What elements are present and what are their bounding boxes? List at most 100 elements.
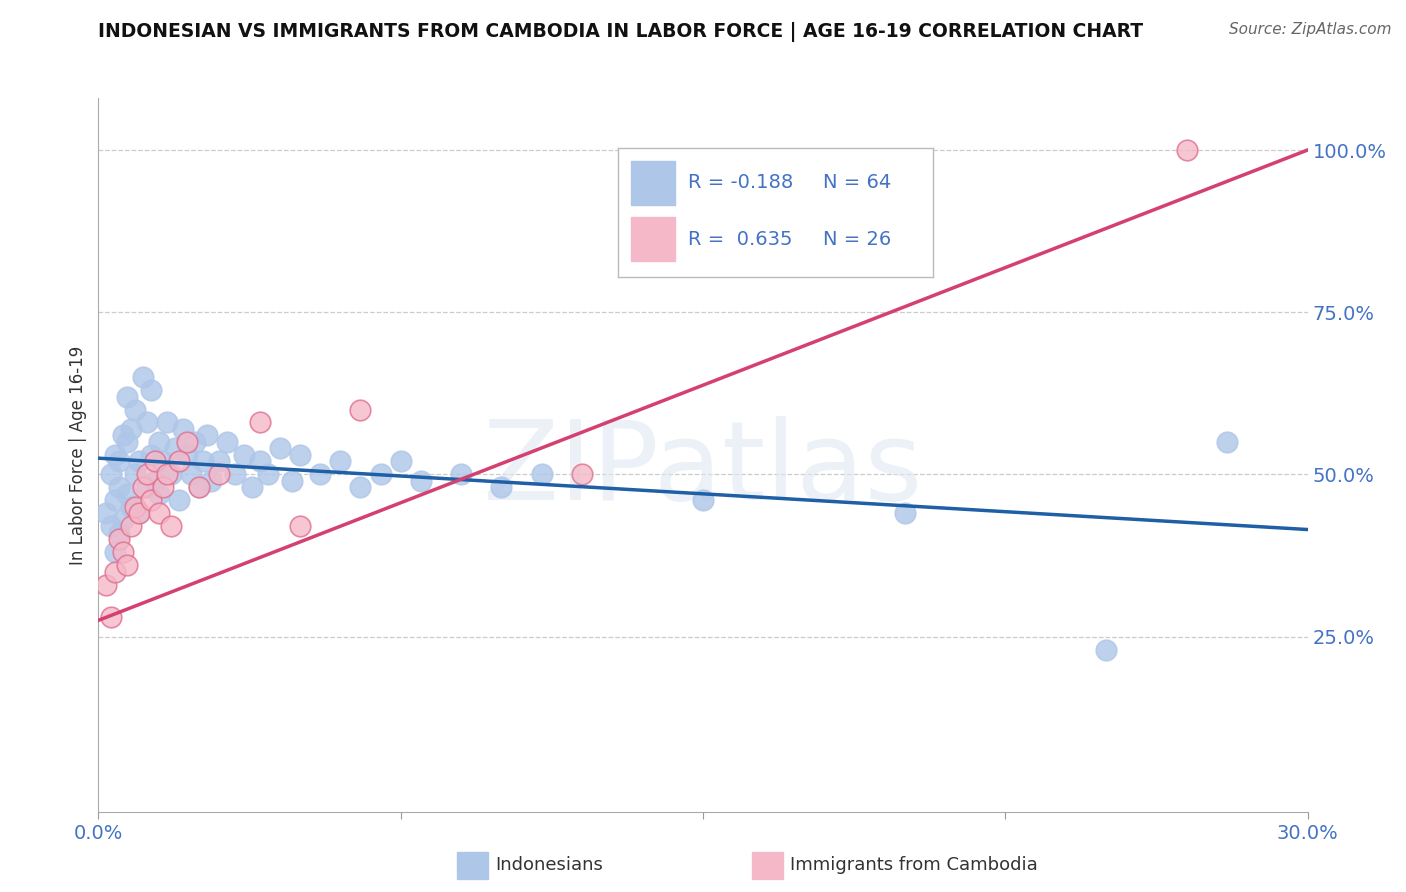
Point [107, 533, 129, 547]
Point [124, 402, 146, 417]
Point [107, 525, 129, 540]
Text: INDONESIAN VS IMMIGRANTS FROM CAMBODIA IN LABOR FORCE | AGE 16-19 CORRELATION CH: INDONESIAN VS IMMIGRANTS FROM CAMBODIA I… [98, 22, 1143, 42]
Point [120, 519, 142, 533]
Point [224, 467, 246, 482]
Point [389, 454, 412, 468]
Point [1175, 143, 1198, 157]
Point [100, 519, 122, 533]
FancyBboxPatch shape [631, 161, 675, 204]
Text: N = 64: N = 64 [823, 173, 891, 193]
Point [200, 474, 222, 488]
Point [103, 545, 125, 559]
Point [128, 506, 150, 520]
Point [148, 487, 170, 501]
Point [107, 480, 129, 494]
Point [103, 493, 125, 508]
Point [176, 448, 198, 462]
Point [180, 467, 202, 482]
Point [370, 467, 392, 482]
Point [491, 480, 513, 494]
Point [281, 474, 304, 488]
Point [120, 500, 142, 514]
Point [256, 467, 278, 482]
Text: Indonesians: Indonesians [495, 856, 603, 874]
Point [148, 434, 170, 449]
Point [132, 480, 155, 494]
Point [100, 610, 122, 624]
Point [115, 434, 138, 449]
Point [156, 416, 179, 430]
Text: Source: ZipAtlas.com: Source: ZipAtlas.com [1229, 22, 1392, 37]
Point [309, 467, 332, 482]
Point [156, 467, 179, 482]
Point [135, 480, 157, 494]
Y-axis label: In Labor Force | Age 16-19: In Labor Force | Age 16-19 [69, 345, 87, 565]
Point [195, 428, 218, 442]
Point [349, 402, 371, 417]
Point [163, 442, 186, 456]
Point [240, 480, 263, 494]
Point [135, 467, 157, 482]
Text: N = 26: N = 26 [823, 230, 891, 249]
Point [167, 493, 190, 508]
FancyBboxPatch shape [631, 218, 675, 261]
Text: Immigrants from Cambodia: Immigrants from Cambodia [790, 856, 1038, 874]
Point [249, 416, 271, 430]
Point [172, 422, 194, 436]
Point [249, 454, 271, 468]
Point [188, 480, 211, 494]
Point [269, 442, 291, 456]
Point [135, 416, 157, 430]
Point [1216, 434, 1239, 449]
Point [111, 428, 134, 442]
Point [893, 506, 915, 520]
Point [329, 454, 352, 468]
Point [176, 434, 198, 449]
Point [571, 467, 593, 482]
Point [139, 383, 162, 397]
Point [288, 448, 311, 462]
Point [160, 467, 183, 482]
Point [167, 454, 190, 468]
Point [208, 467, 231, 482]
Point [111, 513, 134, 527]
Point [409, 474, 432, 488]
Point [132, 370, 155, 384]
Text: R =  0.635: R = 0.635 [688, 230, 792, 249]
Point [208, 454, 231, 468]
Text: R = -0.188: R = -0.188 [688, 173, 793, 193]
Point [143, 454, 166, 468]
Point [288, 519, 311, 533]
Point [128, 506, 150, 520]
Point [530, 467, 553, 482]
Point [152, 454, 174, 468]
Text: ZIPatlas: ZIPatlas [484, 416, 922, 523]
Point [124, 500, 146, 514]
Point [139, 493, 162, 508]
Point [139, 448, 162, 462]
Point [128, 454, 150, 468]
Point [152, 480, 174, 494]
Point [111, 545, 134, 559]
Point [184, 434, 207, 449]
Point [96, 506, 118, 520]
Point [1095, 642, 1118, 657]
Point [103, 448, 125, 462]
Point [107, 454, 129, 468]
Point [115, 487, 138, 501]
Point [96, 577, 118, 591]
Point [103, 565, 125, 579]
Point [120, 422, 142, 436]
Point [188, 480, 211, 494]
Point [100, 467, 122, 482]
Point [193, 454, 215, 468]
Point [349, 480, 371, 494]
Point [115, 390, 138, 404]
Point [217, 434, 239, 449]
Point [124, 467, 146, 482]
Point [115, 558, 138, 573]
Point [143, 474, 166, 488]
Point [160, 519, 183, 533]
Point [692, 493, 714, 508]
Point [450, 467, 472, 482]
